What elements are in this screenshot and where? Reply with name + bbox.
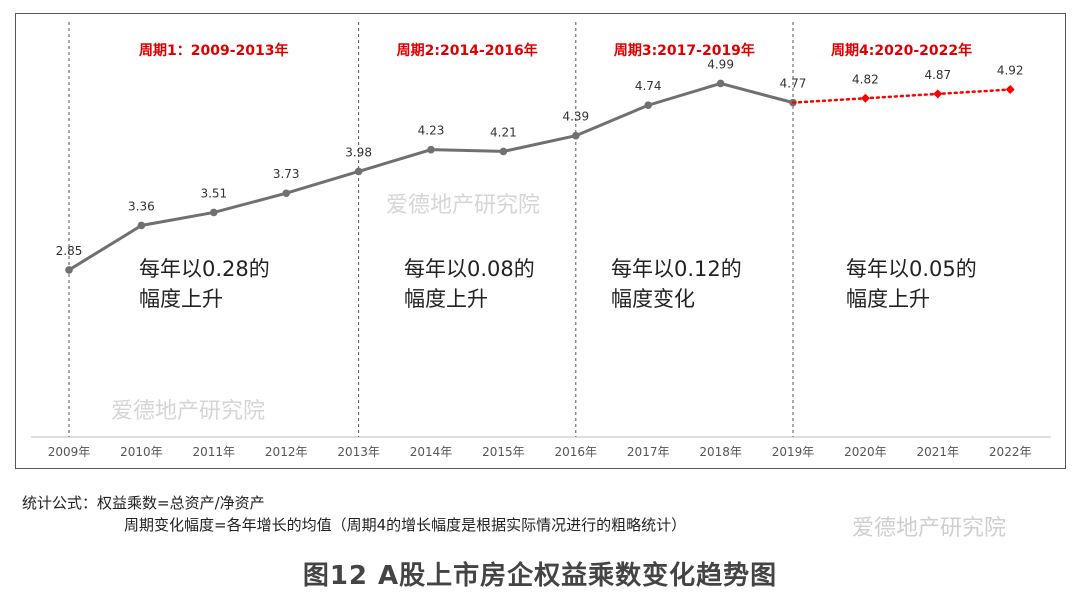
data-label: 4.39 xyxy=(562,110,589,124)
data-point xyxy=(282,189,291,198)
data-point xyxy=(137,221,146,230)
series-line-2 xyxy=(791,88,1012,104)
data-point xyxy=(860,93,870,103)
data-point xyxy=(716,79,725,88)
x-tick-label: 2012年 xyxy=(265,445,308,459)
data-point xyxy=(499,147,508,156)
period-note-1-line2: 幅度上升 xyxy=(139,287,223,311)
data-label: 4.74 xyxy=(635,79,662,93)
data-label: 3.73 xyxy=(273,167,300,181)
x-tick-label: 2022年 xyxy=(989,445,1032,459)
formula-line-1: 统计公式：权益乘数=总资产/净资产 xyxy=(22,494,265,512)
x-tick-label: 2021年 xyxy=(917,445,960,459)
period-label-2: 周期2:2014-2016年 xyxy=(397,42,538,59)
x-tick-label: 2011年 xyxy=(193,445,236,459)
period-label-3: 周期3:2017-2019年 xyxy=(614,42,755,59)
period-note-2-line2: 幅度上升 xyxy=(404,287,488,311)
watermark-lower: 爱德地产研究院 xyxy=(111,399,265,424)
period-note-1-line1: 每年以0.28的 xyxy=(139,257,270,281)
x-tick-label: 2010年 xyxy=(120,445,163,459)
data-label: 4.23 xyxy=(418,124,445,138)
chart-frame: 爱德地产研究院 爱德地产研究院 周期1：2009-2013年 每年以0.28的 幅度上升… xyxy=(15,13,1066,469)
data-label: 3.36 xyxy=(128,199,155,213)
x-tick-label: 2015年 xyxy=(482,445,525,459)
data-label: 4.82 xyxy=(852,72,879,86)
data-point xyxy=(644,101,652,110)
data-label: 2.85 xyxy=(56,244,83,258)
data-point xyxy=(354,167,363,176)
x-tick-label: 2019年 xyxy=(772,445,815,459)
period-note-4-line1: 每年以0.05的 xyxy=(846,257,977,281)
x-tick-label: 2018年 xyxy=(699,445,742,459)
data-label: 4.77 xyxy=(780,77,807,91)
data-point xyxy=(427,145,435,154)
period-note-4-line2: 幅度上升 xyxy=(846,287,930,311)
x-tick-label: 2014年 xyxy=(410,445,453,459)
data-point xyxy=(572,131,580,140)
x-tick-label: 2013年 xyxy=(337,445,380,459)
figure-caption: 图12 A股上市房企权益乘数变化趋势图 xyxy=(302,561,778,591)
period-note-2-line1: 每年以0.08的 xyxy=(404,257,535,281)
series-line-1 xyxy=(67,81,795,272)
period-label-4: 周期4:2020-2022年 xyxy=(831,42,972,59)
data-label: 3.51 xyxy=(200,186,227,200)
data-label: 4.21 xyxy=(490,125,517,139)
data-point xyxy=(210,208,218,217)
period-note-3-line2: 幅度变化 xyxy=(611,287,695,311)
watermark-mid: 爱德地产研究院 xyxy=(386,193,540,218)
x-tick-label: 2009年 xyxy=(48,445,91,459)
data-point xyxy=(933,89,943,99)
data-label: 4.87 xyxy=(924,68,951,82)
data-point xyxy=(1005,85,1015,95)
chart-plot: 爱德地产研究院爱德地产研究院周期1：2009-2013年每年以0.28的幅度上升… xyxy=(31,22,1051,459)
period-note-3-line1: 每年以0.12的 xyxy=(611,257,742,281)
data-label: 3.98 xyxy=(345,145,372,159)
data-label: 4.92 xyxy=(997,64,1024,78)
x-tick-label: 2020年 xyxy=(844,445,887,459)
data-point xyxy=(65,266,73,274)
data-label: 4.99 xyxy=(707,57,734,71)
x-tick-label: 2016年 xyxy=(555,445,598,459)
period-label-1: 周期1：2009-2013年 xyxy=(139,42,288,59)
x-tick-label: 2017年 xyxy=(627,445,670,459)
formula-line-2: 周期变化幅度=各年增长的均值（周期4的增长幅度是根据实际情况进行的粗略统计） xyxy=(124,516,687,534)
watermark-bottom: 爱德地产研究院 xyxy=(852,516,1007,541)
